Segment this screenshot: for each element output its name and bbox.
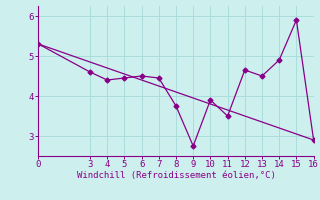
X-axis label: Windchill (Refroidissement éolien,°C): Windchill (Refroidissement éolien,°C): [76, 171, 276, 180]
